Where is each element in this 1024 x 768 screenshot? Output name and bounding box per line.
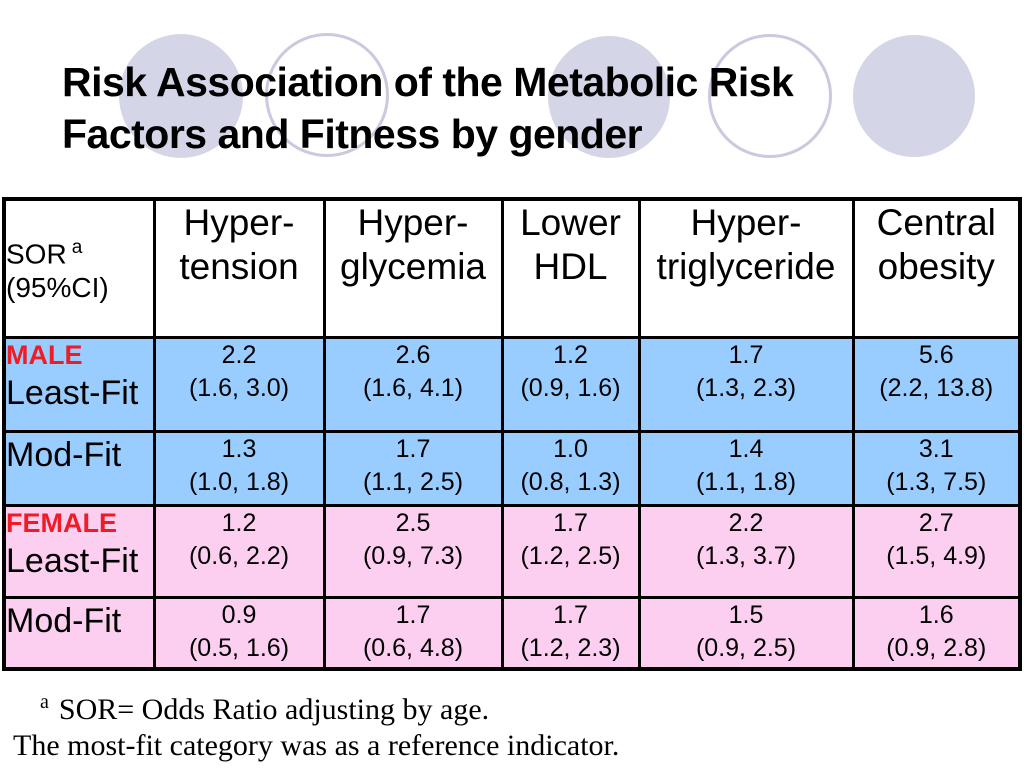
footnote: a SOR= Odds Ratio adjusting by age. The m… [13, 684, 619, 764]
decorative-circle-outline [265, 33, 389, 157]
fitness-label: Mod-Fit [6, 601, 122, 640]
risk-association-table: SOR a (95%CI) Hyper- tension Hyper- glyce… [2, 197, 1022, 671]
column-header-lower-hdl: Lower HDL [500, 197, 641, 339]
table-row-male-mod-fit: Mod-Fit 1.3 (1.0, 1.8) 1.7 (1.1, 2.5) 1.0(… [2, 429, 1022, 507]
data-cell: 2.6 (1.6, 4.1) [322, 335, 504, 433]
row-label-cell: FEMALE Least-Fit [2, 503, 156, 599]
corner-header-label: SOR [6, 238, 67, 270]
data-cell: 1.2 (0.9, 1.6) [500, 335, 641, 433]
fitness-label: Mod-Fit [6, 435, 122, 474]
data-cell: 1.7 (1.1, 2.5) [322, 429, 504, 507]
data-cell: 1.4 (1.1, 1.8) [637, 429, 855, 507]
slide-title: Risk Association of the Metabolic Risk F… [62, 59, 794, 157]
table-row-female-least-fit: FEMALE Least-Fit 1.2 (0.6, 2.2) 2.5 (0.9, … [2, 503, 1022, 599]
data-cell: 1.6 (0.9, 2.8) [851, 595, 1022, 671]
column-header-central-obesity: Central obesity [851, 197, 1022, 339]
data-cell: 1.3 (1.0, 1.8) [152, 429, 326, 507]
data-cell: 5.6 (2.2, 13.8) [851, 335, 1022, 433]
column-header-hyperglycemia: Hyper- glycemia [322, 197, 504, 339]
decorative-circle-filled [548, 36, 670, 158]
gender-label: MALE [6, 339, 83, 370]
footnote-line-2: The most-fit category was as a reference… [13, 729, 620, 762]
data-cell: 2.7 (1.5, 4.9) [851, 503, 1022, 599]
table-row-male-least-fit: MALE Least-Fit 2.2 (1.6, 3.0) 2.6 (1.6, 4.… [2, 335, 1022, 433]
data-cell: 1.7 (1.2, 2.3) [500, 595, 641, 671]
data-cell: 1.2 (0.6, 2.2) [152, 503, 326, 599]
data-cell: 1.7 (1.2, 2.5) [500, 503, 641, 599]
fitness-label: Least-Fit [6, 541, 139, 580]
fitness-label: Least-Fit [6, 373, 139, 412]
decorative-circle-filled [853, 35, 975, 157]
decorative-circle-filled [119, 34, 243, 158]
data-cell: 1.0 (0.8, 1.3) [500, 429, 641, 507]
data-cell: 2.2 (1.3, 3.7) [637, 503, 855, 599]
column-header-hypertension: Hyper- tension [152, 197, 326, 339]
table-row-female-mod-fit: Mod-Fit 0.9 (0.5, 1.6) 1.7 (0.6, 4.8) 1.7(… [2, 595, 1022, 671]
data-cell: 2.5 (0.9, 7.3) [322, 503, 504, 599]
footnote-marker: a [40, 691, 49, 713]
data-cell: 1.7 (1.3, 2.3) [637, 335, 855, 433]
gender-label: FEMALE [6, 507, 117, 538]
decorative-circle-outline [708, 34, 832, 158]
row-label-cell: Mod-Fit [2, 429, 156, 507]
data-cell: 3.1 (1.3, 7.5) [851, 429, 1022, 507]
data-cell: 0.9 (0.5, 1.6) [152, 595, 326, 671]
data-cell: 1.5 (0.9, 2.5) [637, 595, 855, 671]
footnote-line-1: a SOR= Odds Ratio adjusting by age. [40, 691, 490, 726]
row-label-cell: MALE Least-Fit [2, 335, 156, 433]
data-cell: 2.2 (1.6, 3.0) [152, 335, 326, 433]
corner-header-sub: (95%CI) [6, 272, 109, 304]
data-cell: 1.7 (0.6, 4.8) [322, 595, 504, 671]
column-header-hypertriglyceride: Hyper- triglyceride [637, 197, 855, 339]
footnote-marker: a [71, 237, 83, 259]
row-label-cell: Mod-Fit [2, 595, 156, 671]
corner-header-cell: SOR a (95%CI) [2, 197, 156, 339]
